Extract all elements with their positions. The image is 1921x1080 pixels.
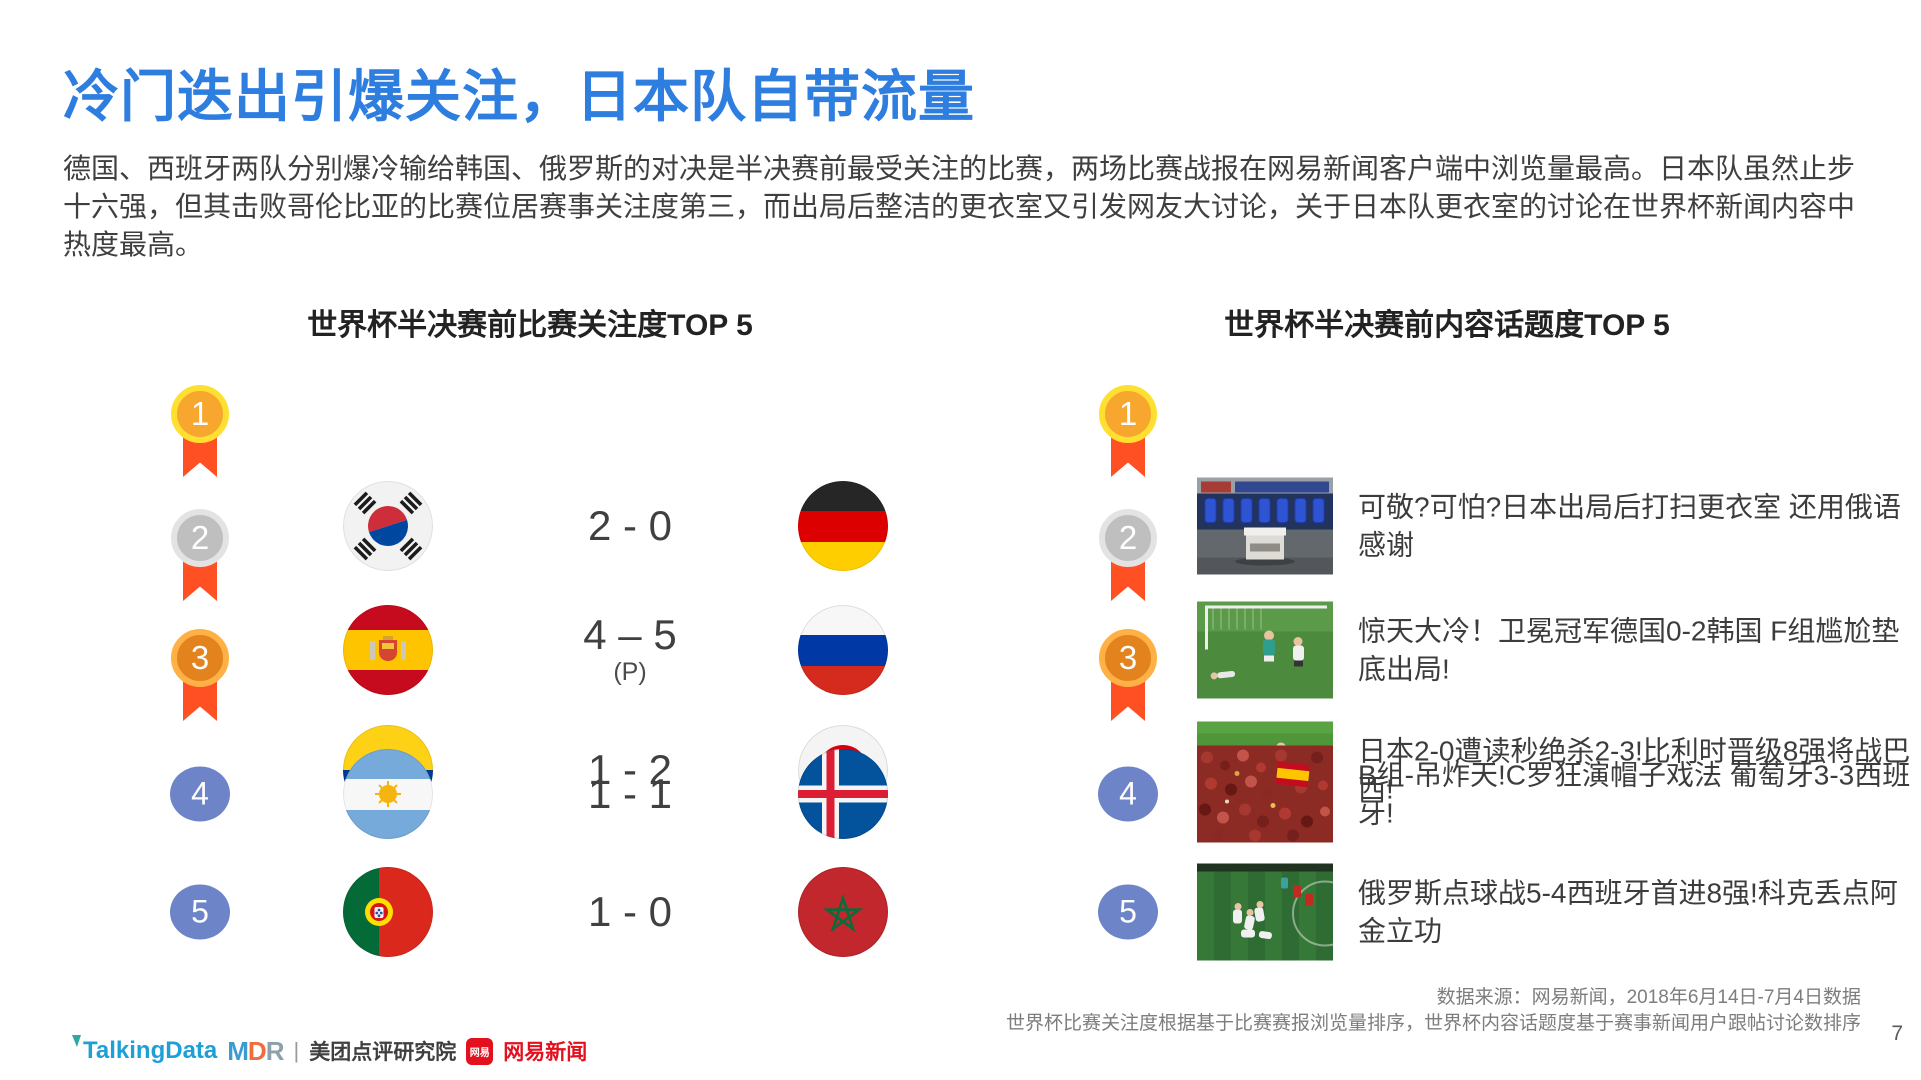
meituan-institute-logo: 美团点评研究院 — [309, 1041, 457, 1064]
news-headline: B组-吊炸天!C罗狂演帽子戏法 葡萄牙3-3西班牙! — [1358, 759, 1911, 828]
talkingdata-logo: TalkingData — [72, 1035, 217, 1065]
rank-number: 4 — [1119, 775, 1137, 812]
rank-number: 5 — [1119, 893, 1137, 930]
penalty-note: (P) — [613, 658, 647, 686]
silver-medal-icon: 2 — [1098, 509, 1158, 603]
match-score: 1 - 2 — [587, 746, 673, 793]
flag-germany-icon — [797, 480, 889, 572]
flag-morocco-icon — [797, 866, 889, 958]
rank-number: 1 — [1099, 385, 1157, 443]
gold-medal-icon: 1 — [170, 385, 230, 479]
news-headline: 俄罗斯点球战5-4西班牙首进8强!科克丢点阿金立功 — [1358, 877, 1898, 946]
news-thumbnail-russia-spain — [1197, 863, 1333, 961]
methodology-note: 世界杯比赛关注度根据基于比赛赛报浏览量排序，世界杯内容话题度基于赛事新闻用户跟帖… — [1005, 1013, 1861, 1034]
rank-circle-icon: 4 — [1098, 766, 1158, 822]
flag-spain-icon — [342, 604, 434, 696]
footer-logos: TalkingData MDR | 美团点评研究院 网易 网易新闻 — [72, 1035, 588, 1066]
match-score: 2 - 0 — [587, 502, 673, 549]
bronze-medal-icon: 3 — [170, 629, 230, 723]
news-thumbnail-germany-korea — [1197, 601, 1333, 699]
news-headline: 惊天大冷！卫冕冠军德国0-2韩国 F组尴尬垫底出局! — [1358, 615, 1900, 684]
page-title: 冷门迭出引爆关注，日本队自带流量 — [63, 65, 975, 128]
news-thumbnail-fans — [1197, 745, 1333, 843]
rank-number: 1 — [171, 385, 229, 443]
gold-medal-icon: 1 — [1098, 385, 1158, 479]
rank-number: 3 — [1099, 629, 1157, 687]
data-source-note: 数据来源：网易新闻，2018年6月14日-7月4日数据 — [1436, 987, 1861, 1008]
netease-app-icon: 网易 — [466, 1037, 494, 1065]
rank-number: 3 — [171, 629, 229, 687]
flag-south-korea-icon — [342, 480, 434, 572]
news-headline: 可敬?可怕?日本出局后打扫更衣室 还用俄语感谢 — [1358, 491, 1901, 560]
bronze-medal-icon: 3 — [1098, 629, 1158, 723]
flag-argentina-icon — [342, 748, 434, 840]
intro-paragraph: 德国、西班牙两队分别爆冷输给韩国、俄罗斯的对决是半决赛前最受关注的比赛，两场比赛… — [63, 153, 1856, 260]
logo-divider: | — [293, 1038, 300, 1063]
talkingdata-tick-icon — [72, 1035, 81, 1047]
rank-circle-icon: 4 — [170, 766, 230, 822]
flag-iceland-icon — [797, 748, 889, 840]
rank-circle-icon: 5 — [170, 884, 230, 940]
news-thumbnail-locker-room — [1197, 477, 1333, 575]
news-headline: 日本2-0遭读秒绝杀2-3!比利时晋级8强将战巴西! — [1358, 735, 1911, 804]
rank-circle-icon: 5 — [1098, 884, 1158, 940]
mdr-logo: MDR — [227, 1035, 284, 1066]
left-panel-title: 世界杯半决赛前比赛关注度TOP 5 — [307, 309, 753, 342]
flag-russia-icon — [797, 604, 889, 696]
match-score: 4 – 5 (P) — [583, 611, 677, 687]
flag-portugal-icon — [342, 866, 434, 958]
netease-news-logo: 网易新闻 — [503, 1041, 588, 1064]
match-score: 1 - 0 — [587, 888, 673, 935]
rank-number: 2 — [171, 509, 229, 567]
right-panel-title: 世界杯半决赛前内容话题度TOP 5 — [1224, 309, 1670, 342]
page-number: 7 — [1891, 1022, 1903, 1045]
rank-number: 5 — [191, 893, 209, 930]
silver-medal-icon: 2 — [170, 509, 230, 603]
rank-number: 4 — [191, 775, 209, 812]
match-score: 1 - 1 — [587, 770, 673, 817]
rank-number: 2 — [1099, 509, 1157, 567]
